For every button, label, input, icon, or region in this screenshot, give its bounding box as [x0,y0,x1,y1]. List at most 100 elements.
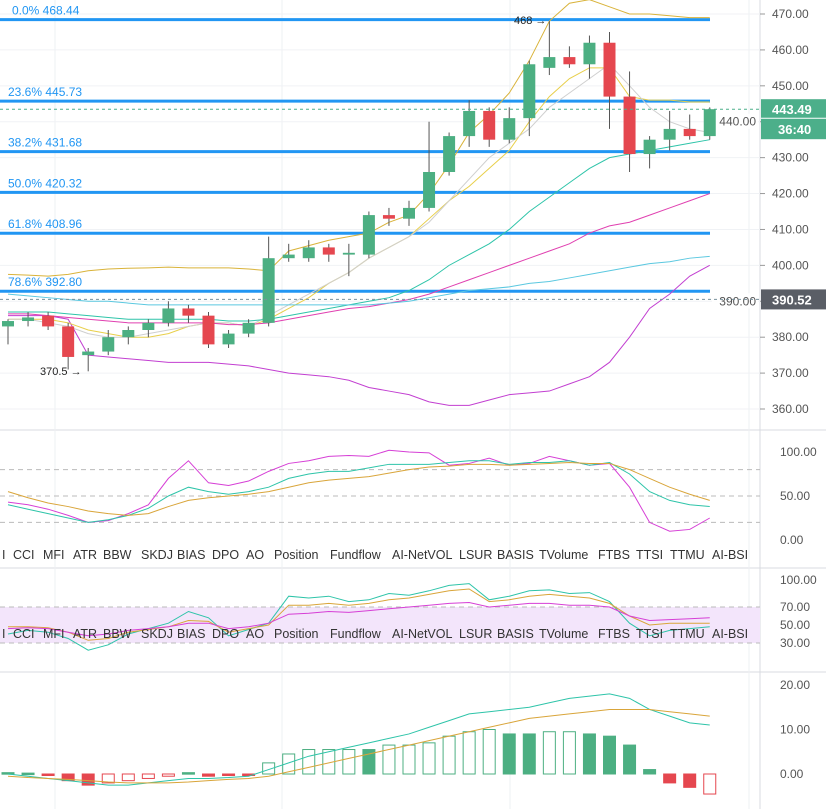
indicator-tab-bias[interactable]: BIAS [177,548,206,562]
candle-body[interactable] [503,118,516,140]
indicator-tab-fundflow[interactable]: Fundflow [330,627,381,641]
candle-body[interactable] [663,128,676,140]
overlay-line [7,0,710,277]
indicator-tab-basis[interactable]: BASIS [497,548,534,562]
candle-body[interactable] [423,172,436,208]
macd-line [7,708,710,784]
macd-histogram-bar [161,773,175,777]
indicator-tab-dpo[interactable]: DPO [212,548,240,562]
indicator-tab-ttmu[interactable]: TTMU [670,548,705,562]
macd-histogram-bar [222,773,236,776]
candle-body[interactable] [282,254,295,259]
osc2-tick-label: 50.00 [780,618,810,632]
candle-body[interactable] [222,333,235,345]
indicator-tab-cci[interactable]: CCI [13,548,35,562]
price-tick-label-bg [712,293,758,309]
candle-body[interactable] [643,139,656,155]
candle-body[interactable] [523,64,536,119]
candle-body[interactable] [302,247,315,259]
candle-body[interactable] [162,308,175,323]
indicator-tab-lsur[interactable]: LSUR [459,548,493,562]
indicator-tab-basis[interactable]: BASIS [497,627,534,641]
indicator-tab-ai-netvol[interactable]: AI-NetVOL [392,627,453,641]
indicator-tab-ftbs[interactable]: FTBS [598,548,630,562]
macd-histogram-bar [1,772,15,775]
indicator-tab-atr[interactable]: ATR [73,548,98,562]
indicator-tab-ao[interactable]: AO [246,548,265,562]
candle-body[interactable] [403,207,415,219]
macd-histogram-bar [603,735,616,775]
indicator-tab-ttsi[interactable]: TTSI [636,548,664,562]
candle-body[interactable] [342,252,355,255]
candle-body[interactable] [483,110,496,140]
candle-body[interactable] [22,317,35,322]
macd-histogram-bar [382,744,396,775]
osc1-tick-label: 100.00 [780,445,817,459]
indicator-tab-skdj[interactable]: SKDJ [141,548,173,562]
candle-body[interactable] [463,110,476,137]
fib-level-label: 38.2% 431.68 [8,136,82,150]
candle-body[interactable] [563,57,576,65]
macd-tick-label: 10.00 [780,723,810,737]
macd-histogram-bar [121,773,135,782]
indicator-tab-skdj[interactable]: SKDJ [141,627,173,641]
indicator-tab-tvolume[interactable]: TVolume [539,548,589,562]
price-tick-label: 410.00 [772,222,809,236]
macd-histogram-bar [683,773,697,788]
indicator-tab-mfi[interactable]: MFI [43,548,65,562]
indicator-tab-atr[interactable]: ATR [73,627,98,641]
indicator-tab-ttmu[interactable]: TTMU [670,627,705,641]
candle-body[interactable] [362,215,375,255]
indicator-tab-ftbs[interactable]: FTBS [598,627,630,641]
candle-body[interactable] [42,315,55,327]
macd-histogram-bar [582,733,596,775]
candle-body[interactable] [202,315,215,345]
low-annotation: 370.5 → [40,366,82,378]
indicator-tab-position[interactable]: Position [274,627,319,641]
candle-body[interactable] [603,42,616,97]
indicator-tab-bbw[interactable]: BBW [103,627,132,641]
fib-level-label: 0.0% 468.44 [12,4,80,18]
indicator-tab-tvolume[interactable]: TVolume [539,627,589,641]
indicator-tab-i[interactable]: I [2,627,6,641]
indicator-tab-ttsi[interactable]: TTSI [636,627,664,641]
candle-body[interactable] [583,42,596,65]
candle-body[interactable] [322,247,335,255]
fib-level-label: 50.0% 420.32 [8,176,82,190]
candle-body[interactable] [122,330,135,338]
indicator-tab-ai-bsi[interactable]: AI-BSI [712,627,749,641]
osc1-tick-label: 0.00 [780,533,804,547]
indicator-tab-cci[interactable]: CCI [13,627,35,641]
candle-body[interactable] [443,136,456,173]
indicator-tab-mfi[interactable]: MFI [43,627,65,641]
indicator-tab-fundflow[interactable]: Fundflow [330,548,381,562]
candle-body[interactable] [242,322,255,334]
candle-body[interactable] [543,57,556,68]
indicator-tab-ao[interactable]: AO [246,627,265,641]
candle-body[interactable] [2,321,14,327]
indicator-tab-ai-netvol[interactable]: AI-NetVOL [392,548,453,562]
candle-body[interactable] [102,337,115,352]
candle-body[interactable] [623,96,636,155]
macd-histogram-bar [202,773,215,777]
indicator-tab-i[interactable]: I [2,548,6,562]
candle-body[interactable] [142,322,155,331]
candle-body[interactable] [262,258,275,323]
fib-level-label: 61.8% 408.96 [8,217,82,231]
osc1-tick-label: 50.00 [780,489,810,503]
indicator-tab-position[interactable]: Position [274,548,319,562]
candle-body[interactable] [382,215,395,219]
indicator-tab-dpo[interactable]: DPO [212,627,240,641]
candle-body[interactable] [62,326,75,357]
osc1-line [7,460,710,523]
indicator-tab-ai-bsi[interactable]: AI-BSI [712,548,749,562]
candle-body[interactable] [82,351,95,356]
indicator-tab-bias[interactable]: BIAS [177,627,206,641]
indicator-tab-bbw[interactable]: BBW [103,548,132,562]
marker-price-badge [761,289,826,310]
candle-body[interactable] [703,109,716,137]
candle-body[interactable] [182,308,195,316]
indicator-tab-lsur[interactable]: LSUR [459,627,493,641]
candle-body[interactable] [683,128,696,137]
